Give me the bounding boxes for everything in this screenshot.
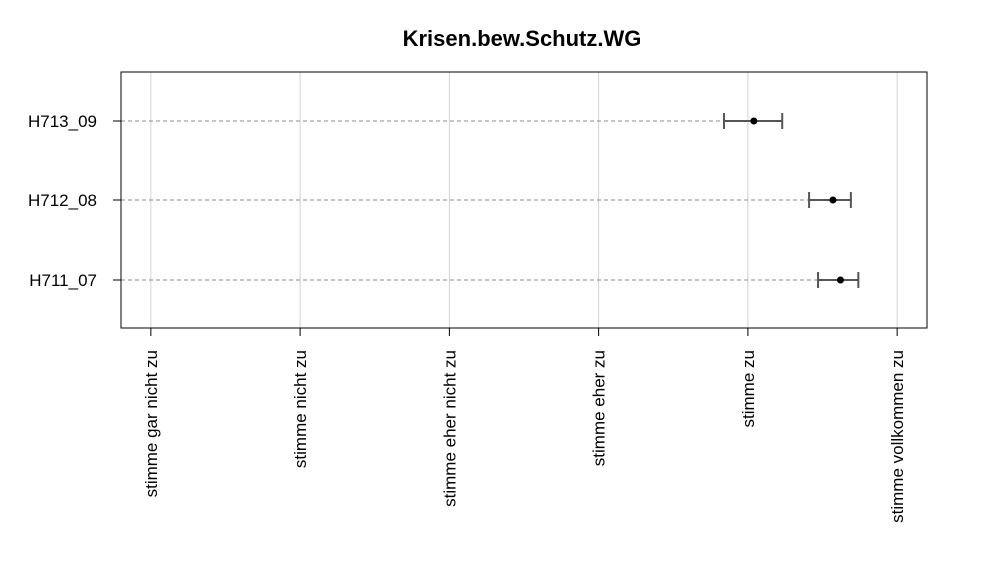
x-tick-label: stimme eher zu	[590, 350, 609, 466]
item-row: H713_09	[28, 112, 784, 131]
x-tick-label: stimme vollkommen zu	[888, 350, 907, 523]
mean-point	[829, 196, 837, 204]
item-rows: H713_09 H712_08 H711_07	[28, 112, 860, 290]
item-row: H712_08	[28, 191, 852, 210]
x-tick-label: stimme nicht zu	[291, 350, 310, 468]
x-tick-label: stimme eher nicht zu	[440, 350, 459, 507]
x-tick-label: stimme zu	[739, 350, 758, 427]
item-row: H711_07	[29, 271, 860, 290]
x-axis: stimme gar nicht zu stimme nicht zu stimme…	[142, 327, 907, 523]
y-tick-label: H712_08	[28, 191, 97, 210]
x-tick-label: stimme gar nicht zu	[142, 350, 161, 497]
mean-point	[836, 276, 844, 284]
chart-title: Krisen.bew.Schutz.WG	[403, 26, 642, 51]
mean-point	[750, 117, 758, 125]
y-tick-label: H711_07	[29, 271, 97, 290]
y-tick-label: H713_09	[28, 112, 97, 131]
